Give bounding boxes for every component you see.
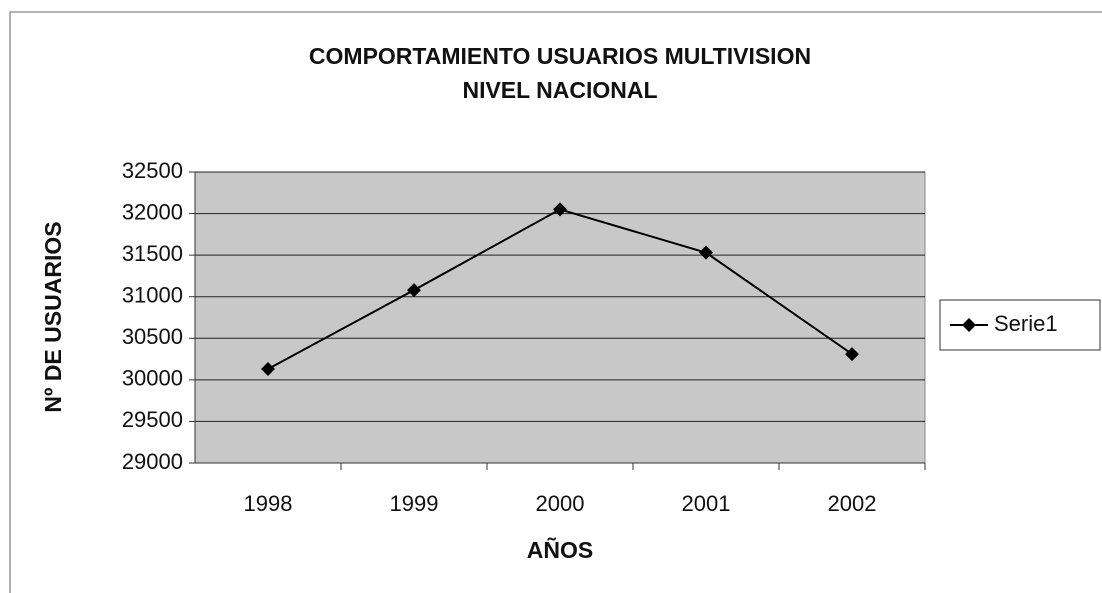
point bbox=[407, 283, 421, 298]
x-tick-label: 2000 bbox=[536, 491, 585, 516]
y-tick-label: 32500 bbox=[122, 158, 183, 183]
y-tick-label: 31500 bbox=[122, 241, 183, 266]
y-tick-label: 32000 bbox=[122, 199, 183, 224]
x-tick-label: 1999 bbox=[390, 491, 439, 516]
point bbox=[553, 202, 567, 217]
chart-title: COMPORTAMIENTO USUARIOS MULTIVISION bbox=[309, 43, 811, 69]
chart-border bbox=[9, 11, 1102, 593]
plot-area bbox=[194, 171, 926, 464]
x-tick-label: 1998 bbox=[244, 491, 293, 516]
x-tick-label: 2001 bbox=[682, 491, 731, 516]
point bbox=[261, 362, 275, 377]
legend-label: Serie1 bbox=[994, 311, 1058, 336]
y-tick-label: 30500 bbox=[122, 324, 183, 349]
y-tick-label: 31000 bbox=[122, 283, 183, 308]
y-axis-label: Nº DE USUARIOS bbox=[40, 221, 66, 412]
chart-title: NIVEL NACIONAL bbox=[462, 77, 657, 103]
x-tick-label: 2002 bbox=[828, 491, 877, 516]
legend-marker bbox=[962, 318, 976, 332]
y-tick-label: 29500 bbox=[122, 407, 183, 432]
point bbox=[699, 245, 713, 260]
x-axis-label: AÑOS bbox=[527, 536, 593, 563]
point bbox=[845, 347, 859, 362]
y-tick-label: 30000 bbox=[122, 366, 183, 391]
y-tick-label: 29000 bbox=[122, 449, 183, 474]
